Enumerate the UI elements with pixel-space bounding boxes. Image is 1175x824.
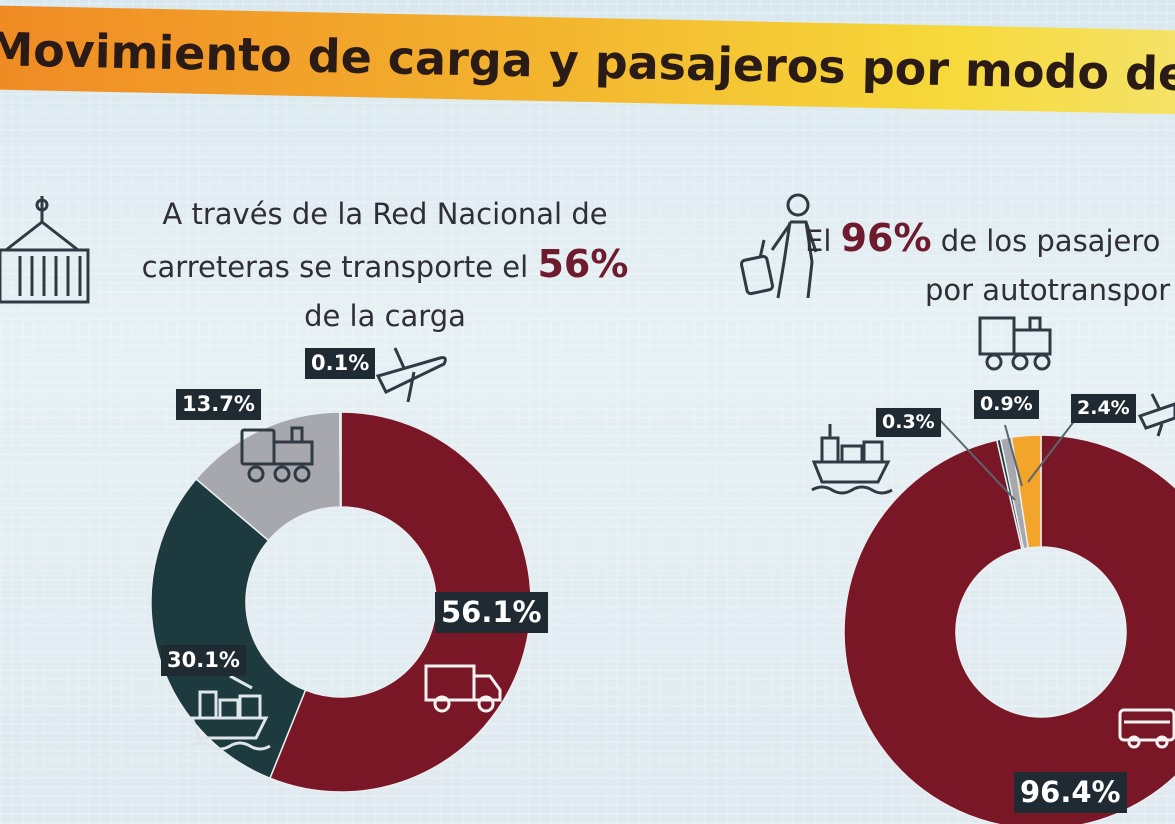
leader-line-maritime	[937, 417, 1016, 501]
leader-line-rail	[1004, 424, 1023, 487]
passenger-caption-lead: El	[805, 224, 841, 258]
pax-slice-air	[1010, 434, 1042, 549]
cargo-label-air: 0.1%	[305, 348, 376, 380]
cargo-caption: A través de la Red Nacional de carretera…	[120, 192, 650, 338]
cargo-label-rail: 13.7%	[176, 389, 261, 421]
passenger-caption-rest: de los pasajero	[931, 224, 1161, 258]
pax-label-rail: 0.9%	[974, 390, 1039, 419]
cargo-ship-icon	[189, 674, 271, 751]
cargo-slice-air	[339, 411, 342, 508]
ship-icon	[811, 424, 893, 495]
locomotive-icon	[978, 316, 1052, 371]
cargo-caption-tail: de la carga	[304, 298, 466, 333]
pax-label-air: 2.4%	[1071, 394, 1136, 423]
cargo-caption-text: A través de la Red Nacional de carretera…	[141, 197, 608, 285]
airplane-icon-passenger	[1137, 393, 1175, 437]
train-icon	[240, 426, 314, 483]
leader-line-air	[1027, 419, 1076, 483]
passenger-caption: El 96% de los pasajero por autotranspor	[805, 210, 1175, 312]
passenger-caption-line2: por autotranspor	[925, 272, 1171, 307]
cargo-slice-road	[268, 411, 532, 793]
traveler-icon	[739, 193, 818, 299]
passenger-caption-highlight: 96%	[840, 216, 932, 260]
cargo-label-road: 56.1%	[435, 592, 548, 633]
bus-icon	[1118, 708, 1175, 749]
passenger-donut-chart	[843, 434, 1175, 824]
cargo-slice-maritime	[150, 478, 307, 780]
pax-slice-road	[843, 434, 1175, 824]
cargo-caption-highlight: 56%	[537, 242, 629, 287]
cargo-donut-chart	[150, 411, 532, 793]
cargo-label-maritime: 30.1%	[161, 645, 246, 677]
airplane-icon	[375, 347, 447, 403]
pax-label-road: 96.4%	[1014, 772, 1127, 813]
truck-icon	[424, 664, 502, 713]
pax-label-maritime: 0.3%	[876, 408, 941, 437]
container-icon	[0, 196, 90, 304]
